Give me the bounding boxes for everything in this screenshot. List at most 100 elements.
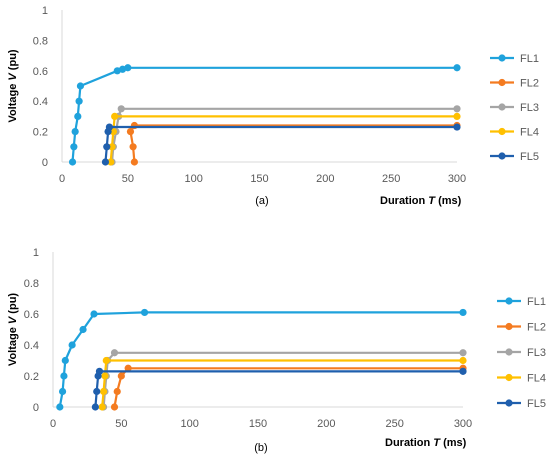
data-point-fl4	[453, 112, 461, 120]
y-tick-label: 0.4	[33, 96, 48, 108]
legend-marker-fl3	[498, 103, 506, 111]
y-axis-title: Voltage V (pu)	[7, 293, 19, 366]
x-tick-label: 50	[115, 418, 127, 430]
data-point-fl4	[101, 372, 109, 380]
x-tick-label: 250	[382, 173, 400, 185]
data-point-fl1	[459, 308, 467, 317]
x-tick-label: 200	[317, 418, 335, 430]
data-point-fl1	[79, 325, 87, 334]
legend-label: FL1	[520, 53, 539, 65]
data-point-fl3	[453, 105, 461, 113]
legend-marker-fl4	[505, 373, 513, 382]
x-axis-title: Duration T (ms)	[385, 437, 467, 449]
y-tick-label: 0.6	[24, 309, 39, 321]
data-point-fl2	[117, 372, 125, 380]
data-point-fl1	[75, 97, 83, 105]
legend-label: FL4	[527, 373, 546, 385]
data-point-fl4	[107, 158, 115, 166]
data-point-fl4	[102, 356, 110, 365]
series-line-fl5	[104, 125, 457, 163]
data-point-fl4	[99, 387, 108, 396]
legend-marker-fl4	[498, 127, 506, 136]
legend-label: FL3	[527, 347, 546, 359]
x-tick-label: 150	[249, 418, 267, 430]
series-line-fl5	[94, 370, 463, 408]
legend-label: FL5	[520, 151, 539, 163]
data-point-fl1	[453, 64, 461, 72]
series-line-fl4	[109, 115, 457, 163]
legend-label: FL2	[527, 322, 546, 334]
y-tick-label: 0.2	[24, 371, 39, 383]
data-point-fl1	[70, 143, 78, 151]
data-point-fl5	[93, 387, 101, 396]
data-point-fl2	[129, 143, 137, 151]
x-tick-label: 50	[122, 173, 134, 185]
data-point-fl4	[111, 112, 119, 120]
data-point-fl5	[101, 158, 110, 166]
x-axis-title: Duration T (ms)	[380, 195, 462, 207]
x-tick-label: 300	[454, 418, 472, 430]
legend-marker-fl3	[505, 348, 513, 356]
panel-label: (a)	[255, 195, 268, 207]
chart-panel-a: 0 0.2 0.4 0.6 0.8 1 0 50 100 150 200 250 300 Voltage …	[7, 5, 539, 207]
x-tick-label: 0	[50, 418, 56, 430]
y-tick-label: 0.6	[33, 66, 48, 78]
legend-label: FL4	[520, 127, 539, 139]
data-point-fl5	[95, 367, 104, 375]
y-tick-label: 1	[42, 5, 48, 17]
data-point-fl5	[459, 367, 467, 375]
legend-label: FL1	[527, 296, 546, 308]
legend-marker-fl5	[498, 152, 506, 160]
data-point-fl2	[126, 128, 135, 136]
x-tick-label: 250	[385, 418, 403, 430]
y-tick-label: 1	[33, 247, 39, 259]
data-point-fl1	[71, 128, 79, 136]
data-point-fl2	[113, 387, 121, 396]
data-point-fl3	[459, 349, 467, 357]
data-point-fl1	[140, 308, 149, 317]
x-tick-label: 0	[59, 173, 65, 185]
y-tick-label: 0.4	[24, 340, 39, 352]
legend-marker-fl2	[498, 78, 506, 87]
x-tick-label: 100	[180, 418, 198, 430]
data-point-fl1	[74, 112, 82, 120]
data-point-fl1	[124, 64, 132, 72]
data-point-fl1	[58, 387, 67, 396]
panel-label: (b)	[254, 442, 267, 454]
y-tick-label: 0.8	[33, 35, 48, 47]
legend-marker-fl1	[505, 297, 513, 305]
legend-label: FL2	[520, 78, 539, 90]
data-point-fl2	[124, 364, 132, 372]
legend-marker-fl5	[505, 399, 513, 407]
y-tick-label: 0.8	[24, 278, 39, 290]
data-point-fl5	[91, 403, 99, 411]
x-tick-label: 150	[250, 173, 268, 185]
data-point-fl5	[453, 123, 461, 131]
chart-panel-b: 0 0.2 0.4 0.6 0.8 1 0 50 100 150 200 250 300 Voltage …	[7, 247, 546, 454]
series-line-fl2	[113, 367, 463, 408]
data-point-fl3	[110, 349, 119, 357]
legend-marker-fl2	[505, 322, 513, 331]
x-tick-label: 100	[184, 173, 202, 185]
y-axis-title: Voltage V (pu)	[7, 49, 19, 122]
x-tick-label: 200	[316, 173, 334, 185]
y-tick-label: 0	[42, 157, 48, 169]
y-tick-label: 0.2	[33, 127, 48, 139]
data-point-fl1	[56, 403, 64, 411]
legend-marker-fl1	[498, 54, 506, 62]
data-point-fl5	[105, 123, 113, 131]
legend-label: FL5	[527, 398, 546, 410]
data-point-fl5	[103, 143, 111, 151]
data-point-fl3	[117, 105, 125, 113]
data-point-fl1	[90, 310, 98, 318]
data-point-fl1	[61, 356, 69, 365]
data-point-fl1	[60, 372, 68, 380]
data-point-fl4	[459, 356, 467, 365]
legend-label: FL3	[520, 102, 539, 114]
data-point-fl4	[98, 403, 106, 411]
data-point-fl1	[76, 82, 85, 90]
data-point-fl2	[110, 403, 119, 411]
data-point-fl4	[108, 143, 116, 151]
x-tick-label: 300	[448, 173, 466, 185]
